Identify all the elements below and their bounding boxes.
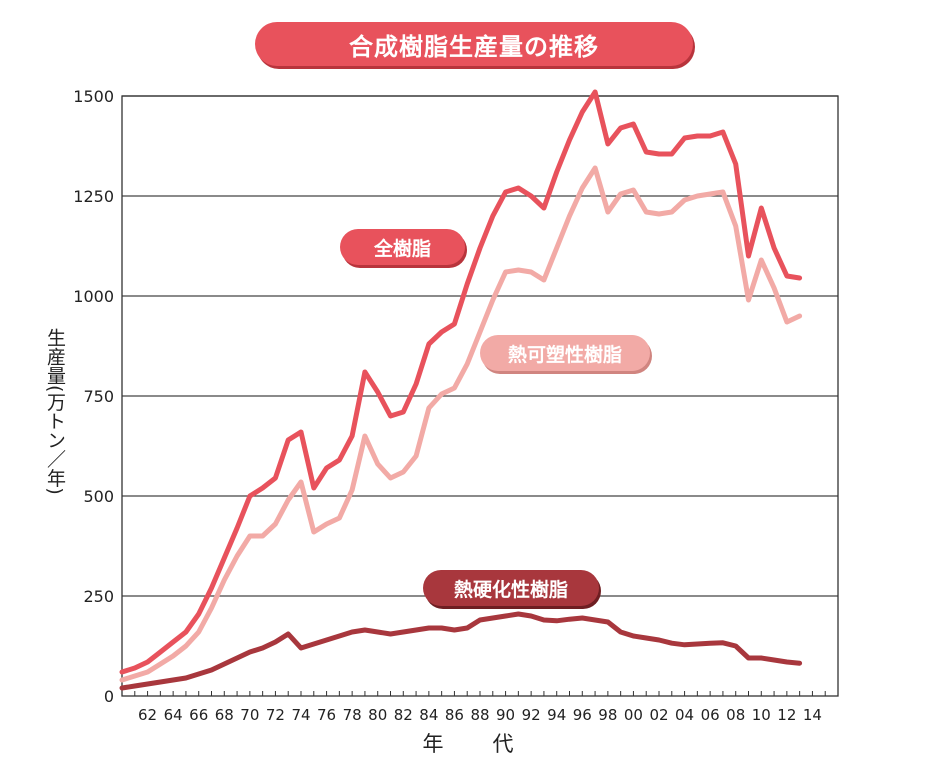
series-lines: [119, 89, 803, 691]
x-tick-label: 00: [624, 706, 643, 724]
x-tick-label: 98: [598, 706, 617, 724]
x-tick-label: 94: [547, 706, 566, 724]
chart-title: 合成樹脂生産量の推移: [255, 22, 693, 66]
series-label-thermoplastic: 熱可塑性樹脂: [480, 335, 650, 371]
x-axis-ticks: 62 64 66 68 70 72 74 76 78 80 82 84 86 88 90 92 94 96 98 00…: [121, 691, 839, 724]
y-tick-label: 500: [83, 487, 114, 506]
x-tick-label: 88: [470, 706, 489, 724]
series-line-0: [119, 89, 803, 675]
series-label-total-resin: 全樹脂: [340, 229, 465, 265]
x-tick-label: 74: [291, 706, 310, 724]
y-tick-label: 1500: [73, 87, 114, 106]
x-tick-label: 66: [189, 706, 208, 724]
x-tick-label: 82: [394, 706, 413, 724]
x-tick-label: 86: [445, 706, 464, 724]
x-tick-label: 08: [726, 706, 745, 724]
x-tick-label: 90: [496, 706, 515, 724]
x-axis-label: 年 代: [422, 732, 528, 756]
x-tick-label: 64: [164, 706, 183, 724]
x-tick-label: 02: [649, 706, 668, 724]
x-tick-label: 06: [701, 706, 720, 724]
y-axis-ticks: 0 250 500 750 1000 1250 1500: [73, 87, 114, 706]
x-tick-label: 04: [675, 706, 694, 724]
x-tick-label: 96: [573, 706, 592, 724]
x-tick-label: 92: [522, 706, 541, 724]
x-tick-label: 70: [240, 706, 259, 724]
x-tick-label: 62: [138, 706, 157, 724]
x-tick-label: 10: [752, 706, 771, 724]
y-axis-label: 生産量(万トン／年): [44, 328, 66, 495]
y-tick-label: 750: [83, 387, 114, 406]
series-line-2: [119, 611, 803, 691]
x-tick-label: 14: [803, 706, 822, 724]
gridlines: [122, 95, 838, 597]
x-tick-label: 76: [317, 706, 336, 724]
series-label-thermosetting: 熱硬化性樹脂: [423, 570, 599, 606]
x-tick-label: 80: [368, 706, 387, 724]
y-tick-label: 0: [104, 687, 114, 706]
series-line-1: [119, 165, 803, 683]
y-tick-label: 250: [83, 587, 114, 606]
y-tick-label: 1000: [73, 287, 114, 306]
x-tick-label: 12: [777, 706, 796, 724]
x-tick-label: 78: [343, 706, 362, 724]
y-tick-label: 1250: [73, 187, 114, 206]
x-tick-label: 72: [266, 706, 285, 724]
x-tick-label: 68: [215, 706, 234, 724]
x-tick-label: 84: [419, 706, 438, 724]
